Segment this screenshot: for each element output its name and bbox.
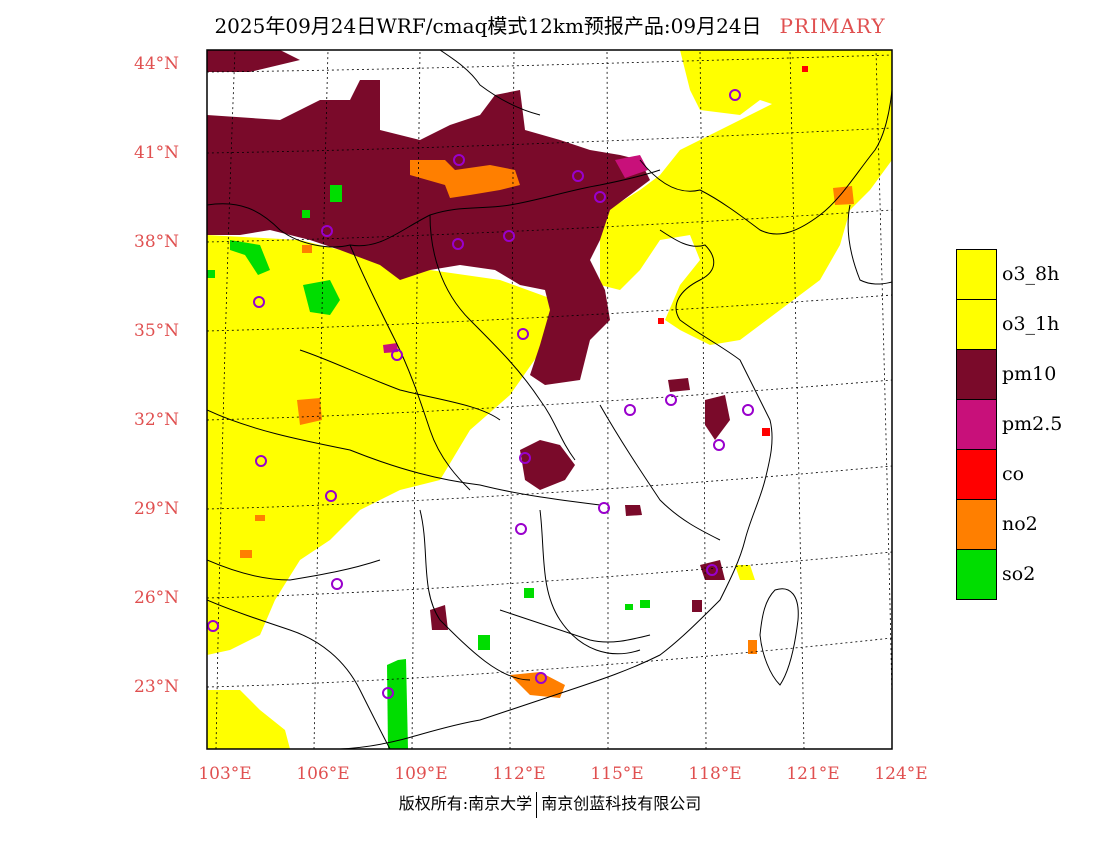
legend-label: so2 [1002, 563, 1036, 585]
boundaries [207, 50, 892, 749]
legend-label: no2 [1002, 513, 1038, 535]
title-main: 2025年09月24日WRF/cmaq模式12km预报产品:09月24日 [214, 14, 762, 38]
legend-item-pm25: pm2.5 [956, 399, 1100, 450]
lon-label: 106°E [296, 764, 350, 784]
lon-label: 112°E [492, 764, 546, 784]
legend-label: co [1002, 463, 1025, 485]
legend-item-o3-8h: o3_8h [956, 249, 1100, 300]
lat-label: 32°N [134, 410, 180, 430]
o3-region [207, 50, 892, 749]
legend-item-no2: no2 [956, 499, 1100, 550]
pm10-region [207, 50, 730, 630]
legend-swatch [956, 249, 997, 300]
lon-label: 109°E [394, 764, 448, 784]
legend-item-so2: so2 [956, 549, 1100, 600]
lon-label: 103°E [198, 764, 252, 784]
legend-label: o3_8h [1002, 263, 1060, 285]
lon-label: 115°E [590, 764, 644, 784]
legend-swatch [956, 549, 997, 600]
lon-label: 118°E [688, 764, 742, 784]
graticule [207, 50, 892, 749]
lat-label: 26°N [134, 588, 180, 608]
copyright-footer: 版权所有:南京大学 南京创蓝科技有限公司 [0, 790, 1100, 818]
lon-label: 121°E [786, 764, 840, 784]
legend-item-pm10: pm10 [956, 349, 1100, 400]
legend-item-co: co [956, 449, 1100, 500]
footer-right: 南京创蓝科技有限公司 [541, 794, 702, 813]
lat-label: 41°N [134, 143, 180, 163]
lat-label: 23°N [134, 677, 180, 697]
footer-left: 版权所有:南京大学 [398, 794, 533, 813]
map-title: 2025年09月24日WRF/cmaq模式12km预报产品:09月24日 PRIM… [0, 10, 1100, 39]
lat-label: 44°N [134, 54, 180, 74]
lon-label: 124°E [874, 764, 928, 784]
lat-label: 29°N [134, 499, 180, 519]
station-markers [207, 89, 754, 699]
legend-label: pm10 [1002, 363, 1057, 385]
legend: o3_8h o3_1h pm10 pm2.5 co no2 so2 [956, 249, 1100, 600]
legend-item-o3-1h: o3_1h [956, 299, 1100, 350]
lat-label: 35°N [134, 321, 180, 341]
so2-region [207, 185, 650, 749]
legend-swatch [956, 399, 997, 450]
legend-swatch [956, 349, 997, 400]
legend-label: o3_1h [1002, 313, 1060, 335]
no2-region [240, 160, 854, 698]
legend-swatch [956, 299, 997, 350]
legend-swatch [956, 499, 997, 550]
co-region [658, 66, 808, 436]
legend-label: pm2.5 [1002, 413, 1063, 435]
title-tag: PRIMARY [779, 14, 886, 38]
footer-separator [536, 791, 538, 818]
legend-swatch [956, 449, 997, 500]
lat-label: 38°N [134, 232, 180, 252]
